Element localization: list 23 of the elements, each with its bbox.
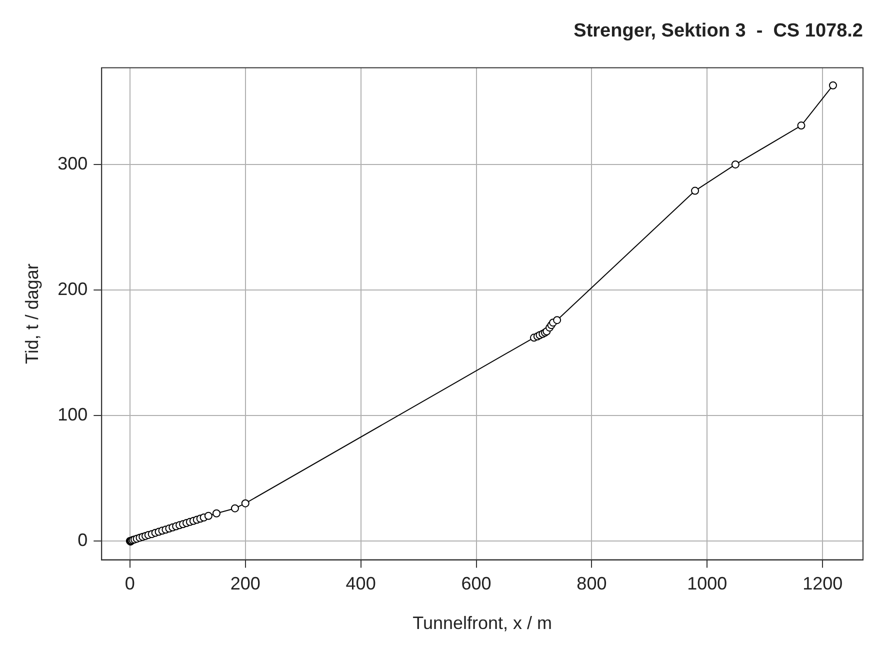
point [828, 81, 837, 90]
x-tick-label: 1200 [802, 574, 843, 594]
y-tick-label: 200 [58, 278, 88, 299]
x-tick-label: 0 [124, 574, 135, 594]
point [230, 504, 239, 512]
y-tick-label: 100 [58, 404, 88, 424]
y-axis-title: Tid, t / dagar [22, 264, 42, 364]
x-tick-label: 200 [230, 574, 260, 594]
x-tick-label: 400 [346, 574, 376, 594]
chart-title: Strenger, Sektion 3 - CS 1078.2 [574, 20, 863, 42]
point [553, 316, 562, 324]
x-tick-label: 600 [461, 574, 492, 594]
point [731, 160, 740, 168]
x-tick-label: 800 [576, 574, 607, 594]
point [241, 499, 250, 508]
point [797, 122, 806, 130]
point [691, 186, 700, 195]
point [212, 509, 220, 518]
y-tick-label: 300 [58, 153, 88, 174]
x-axis-title: Tunnelfront, x / m [412, 613, 552, 634]
y-tick-label: 0 [78, 530, 88, 550]
point [204, 512, 212, 520]
x-tick-label: 1000 [687, 574, 728, 594]
